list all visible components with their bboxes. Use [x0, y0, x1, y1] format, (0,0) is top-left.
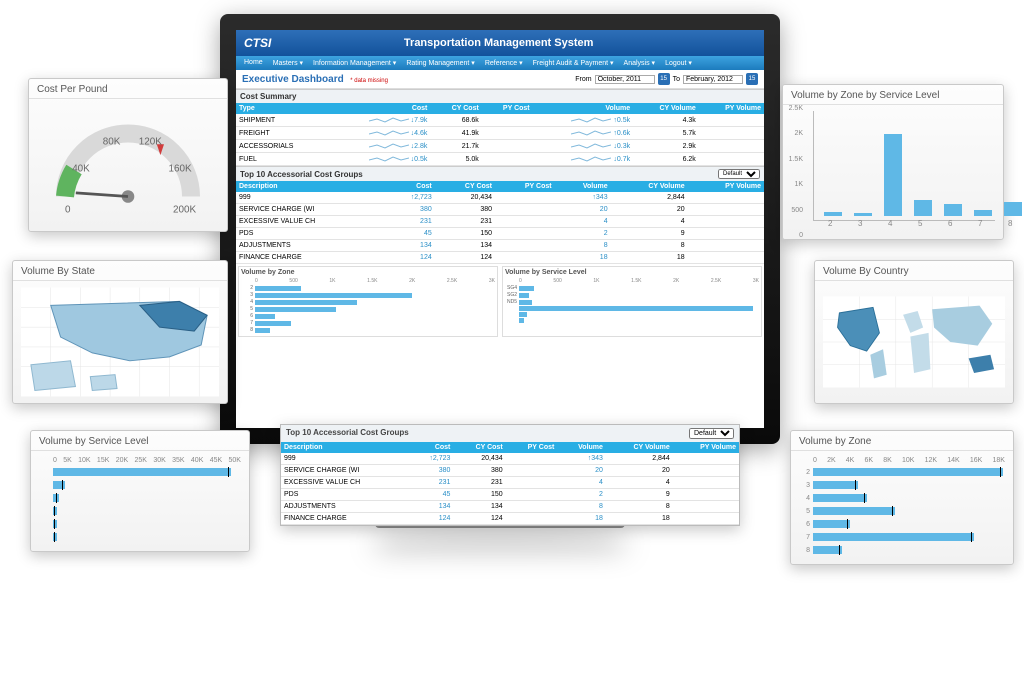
- logo-text: CTSI: [244, 36, 271, 50]
- menu-rating[interactable]: Rating Management ▾: [402, 58, 479, 68]
- menu-freight[interactable]: Freight Audit & Payment ▾: [529, 58, 618, 68]
- calendar-from-icon[interactable]: 15: [658, 73, 670, 85]
- table-row: FUEL ↓0.5k5.0k ↓0.7k6.2k: [236, 153, 764, 166]
- zone-bottom-title: Volume by Zone: [791, 431, 1013, 451]
- svg-text:0: 0: [65, 205, 71, 216]
- cost-summary-table: Type Cost CY Cost PY Cost Volume CY Volu…: [236, 103, 764, 166]
- table-row: FREIGHT ↓4.6k41.9k ↑0.6k5.7k: [236, 127, 764, 140]
- menu-logout[interactable]: Logout ▾: [661, 58, 696, 68]
- table-row: EXCESSIVE VALUE CH23123144: [281, 477, 739, 489]
- from-label: From: [575, 76, 591, 83]
- us-map: [21, 287, 219, 397]
- svclvl-title: Volume by Service Level: [31, 431, 249, 451]
- cost-per-pound-widget: Cost Per Pound 0 40K 80K 120K 160K 200K: [28, 78, 228, 232]
- table-row: SERVICE CHARGE (WI3803802020: [281, 465, 739, 477]
- menu-info[interactable]: Information Management ▾: [309, 58, 400, 68]
- menu-analysis[interactable]: Analysis ▾: [620, 58, 660, 68]
- cost-summary-title: Cost Summary: [236, 89, 764, 103]
- table-row: EXCESSIVE VALUE CH23123144: [236, 216, 764, 228]
- world-map: [823, 287, 1005, 397]
- volume-by-country-widget: Volume By Country: [814, 260, 1014, 404]
- volume-by-service-widget: Volume by Service Level 05K10K15K20K25K3…: [30, 430, 250, 552]
- from-input[interactable]: [595, 75, 655, 84]
- data-missing-note: * data missing: [350, 78, 388, 84]
- date-range-picker[interactable]: From 15 To 15: [575, 73, 758, 85]
- svg-text:160K: 160K: [169, 163, 192, 174]
- state-title: Volume By State: [13, 261, 227, 281]
- menu-masters[interactable]: Masters ▾: [269, 58, 307, 68]
- volume-by-state-widget: Volume By State: [12, 260, 228, 404]
- page-title: Executive Dashboard: [242, 74, 344, 85]
- table-row: ADJUSTMENTS13413488: [281, 501, 739, 513]
- table-row: SERVICE CHARGE (WI3803802020: [236, 204, 764, 216]
- calendar-to-icon[interactable]: 15: [746, 73, 758, 85]
- svg-text:200K: 200K: [173, 205, 196, 216]
- table-row: ADJUSTMENTS13413488: [236, 240, 764, 252]
- floating-table-dropdown[interactable]: Default: [689, 428, 734, 439]
- main-menubar[interactable]: Home Masters ▾ Information Management ▾ …: [236, 56, 764, 70]
- svg-text:40K: 40K: [72, 163, 90, 174]
- table-row: 999↑2,72320,434↑3432,844: [236, 192, 764, 204]
- floating-accessorial-table: Top 10 Accessorial Cost Groups Default D…: [280, 424, 740, 526]
- gauge-title: Cost Per Pound: [29, 79, 227, 99]
- table-row: FINANCE CHARGE1241241818: [281, 513, 739, 525]
- accessorial-dropdown[interactable]: Default: [718, 169, 760, 179]
- accessorial-title: Top 10 Accessorial Cost Groups: [240, 170, 363, 179]
- table-row: FINANCE CHARGE1241241818: [236, 252, 764, 264]
- table-row: ACCESSORIALS ↓2.8k21.7k ↓0.3k2.9k: [236, 140, 764, 153]
- country-title: Volume By Country: [815, 261, 1013, 281]
- menu-reference[interactable]: Reference ▾: [481, 58, 527, 68]
- svg-text:80K: 80K: [103, 136, 121, 147]
- volume-by-service-chart: Volume by Service Level 05001K1.5K2K2.5K…: [502, 266, 762, 337]
- app-screen: CTSI Transportation Management System Ho…: [236, 30, 764, 428]
- accessorial-table: Description Cost CY Cost PY Cost Volume …: [236, 181, 764, 264]
- volume-by-zone-widget: Volume by Zone 02K4K6K8K10K12K14K16K18K …: [790, 430, 1014, 565]
- menu-home[interactable]: Home: [240, 58, 267, 68]
- monitor-bezel: CTSI Transportation Management System Ho…: [220, 14, 780, 444]
- to-label: To: [673, 76, 680, 83]
- gauge-chart: 0 40K 80K 120K 160K 200K: [38, 105, 218, 225]
- zone-sl-title: Volume by Zone by Service Level: [783, 85, 1003, 105]
- dashboard-titlebar: Executive Dashboard * data missing From …: [236, 70, 764, 89]
- vertical-bar-chart: 2345678: [813, 111, 995, 221]
- app-header: CTSI Transportation Management System: [236, 30, 764, 56]
- volume-by-zone-service-widget: Volume by Zone by Service Level 2.5K2K1.…: [782, 84, 1004, 240]
- table-row: PDS4515029: [281, 489, 739, 501]
- volume-by-zone-chart: Volume by Zone 05001K1.5K2K2.5K3K 234567…: [238, 266, 498, 337]
- svg-text:120K: 120K: [139, 136, 162, 147]
- table-row: PDS4515029: [236, 228, 764, 240]
- table-row: 999↑2,72320,434↑3432,844: [281, 453, 739, 465]
- inline-charts: Volume by Zone 05001K1.5K2K2.5K3K 234567…: [236, 264, 764, 339]
- system-title: Transportation Management System: [404, 37, 594, 49]
- to-input[interactable]: [683, 75, 743, 84]
- table-row: SHIPMENT ↓7.9k68.6k ↑0.5k4.3k: [236, 114, 764, 127]
